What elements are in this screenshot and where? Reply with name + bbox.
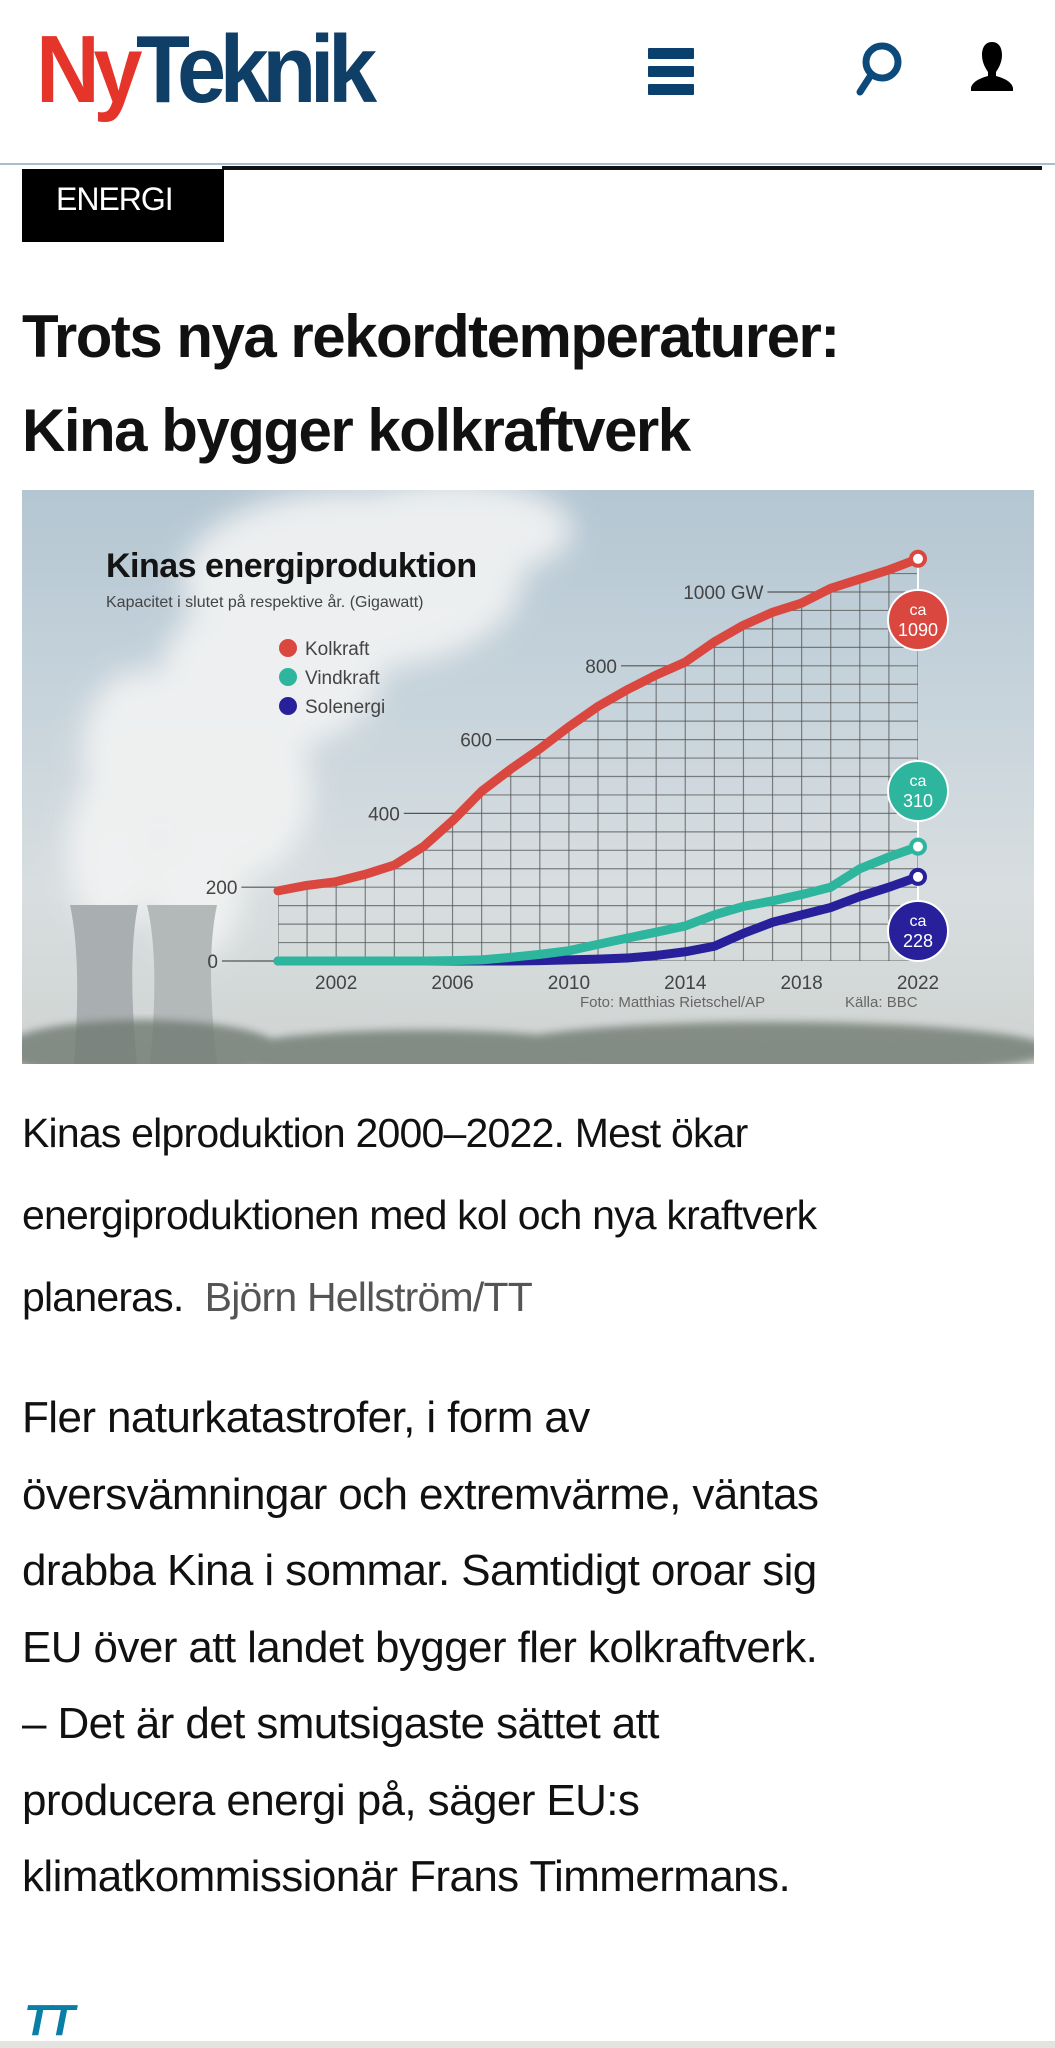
callout-value: 228 <box>903 931 933 951</box>
user-icon[interactable] <box>962 38 1022 98</box>
background-photo <box>22 490 1034 1064</box>
chart-title: Kinas energiproduktion <box>106 547 477 585</box>
body-line: drabba Kina i sommar. Samtidigt oroar si… <box>22 1546 817 1595</box>
caption-text: Kinas elproduktion 2000–2022. Mest ökar … <box>22 1110 817 1320</box>
y-tick-label: 400 <box>368 804 400 825</box>
y-tick-label: 1000 GW <box>683 583 763 604</box>
article-image-chart[interactable]: 0 200 400 600 800 1000 GW 2002 2006 2010 2014 201… <box>22 490 1034 1064</box>
y-tick-label: 0 <box>207 952 218 973</box>
chart-source: Källa: BBC <box>845 994 918 1011</box>
bottom-bar <box>0 2041 1055 2048</box>
article-headline: Trots nya rekordtemperaturer: Kina bygger… <box>22 290 1042 478</box>
callout-label: ca <box>910 773 927 790</box>
legend-label-kolkraft: Kolkraft <box>305 639 370 660</box>
nyteknik-logo[interactable]: NyTeknik <box>36 22 377 118</box>
headline-line: Trots nya rekordtemperaturer: <box>22 303 840 370</box>
article-body: Fler naturkatastrofer, i form av översvä… <box>22 1380 1052 1916</box>
callout-label: ca <box>910 913 927 930</box>
series-line-kolkraft <box>273 554 923 896</box>
search-icon[interactable] <box>848 38 908 98</box>
y-tick-label: 600 <box>460 731 492 752</box>
chart-subtitle: Kapacitet i slutet på respektive år. (Gi… <box>106 593 423 611</box>
hamburger-menu-icon[interactable] <box>648 44 696 95</box>
headline-line: Kina bygger kolkraftverk <box>22 397 691 464</box>
series-end-point <box>909 837 927 856</box>
callout-label: ca <box>910 602 927 619</box>
category-rule <box>222 166 1042 170</box>
legend-marker-vindkraft <box>279 668 297 686</box>
legend-marker-kolkraft <box>279 639 297 657</box>
x-tick-label: 2022 <box>897 973 939 994</box>
body-line: producera energi på, säger EU:s <box>22 1775 640 1825</box>
body-line: EU över att landet bygger fler kolkraftv… <box>22 1622 818 1672</box>
logo-part-ny: Ny <box>36 16 142 123</box>
category-tag[interactable]: ENERGI <box>22 169 224 242</box>
x-tick-label: 2002 <box>315 973 357 994</box>
callout-bubble <box>887 760 949 822</box>
x-tick-label: 2010 <box>548 973 590 994</box>
image-caption: Kinas elproduktion 2000–2022. Mest ökar … <box>22 1092 1042 1338</box>
tt-source-logo[interactable]: TT <box>24 1996 75 2045</box>
logo-part-teknik: Teknik <box>136 16 377 123</box>
x-tick-label: 2014 <box>664 973 707 994</box>
body-line: översvämningar och extremvärme, väntas <box>22 1469 819 1519</box>
x-tick-label: 2018 <box>780 973 822 994</box>
callout-value: 310 <box>903 791 933 811</box>
x-tick-label: 2006 <box>431 973 473 994</box>
legend-label-vindkraft: Vindkraft <box>305 668 380 689</box>
callout-bubble <box>887 589 949 651</box>
callout-value: 1090 <box>898 620 938 640</box>
y-tick-label: 200 <box>206 878 238 899</box>
caption-credit: Björn Hellström/TT <box>204 1274 533 1320</box>
legend-label-solenergi: Solenergi <box>305 697 385 718</box>
body-line: klimatkommissionär Frans Timmermans. <box>22 1852 791 1901</box>
energy-chart: 0 200 400 600 800 1000 GW 2002 2006 2010 2014 201… <box>22 490 1034 1064</box>
header-divider <box>0 163 1055 165</box>
body-line: – Det är det smutsigaste sättet att <box>22 1699 659 1748</box>
photo-credit: Foto: Matthias Rietschel/AP <box>580 994 765 1011</box>
y-tick-label: 800 <box>585 657 617 678</box>
category-label: ENERGI <box>56 181 174 217</box>
legend-marker-solenergi <box>279 697 297 715</box>
body-line: Fler naturkatastrofer, i form av <box>22 1393 590 1442</box>
callout-bubble <box>887 900 949 962</box>
series-line-vindkraft <box>273 842 923 966</box>
series-end-point <box>909 867 927 886</box>
series-end-point <box>909 549 927 568</box>
